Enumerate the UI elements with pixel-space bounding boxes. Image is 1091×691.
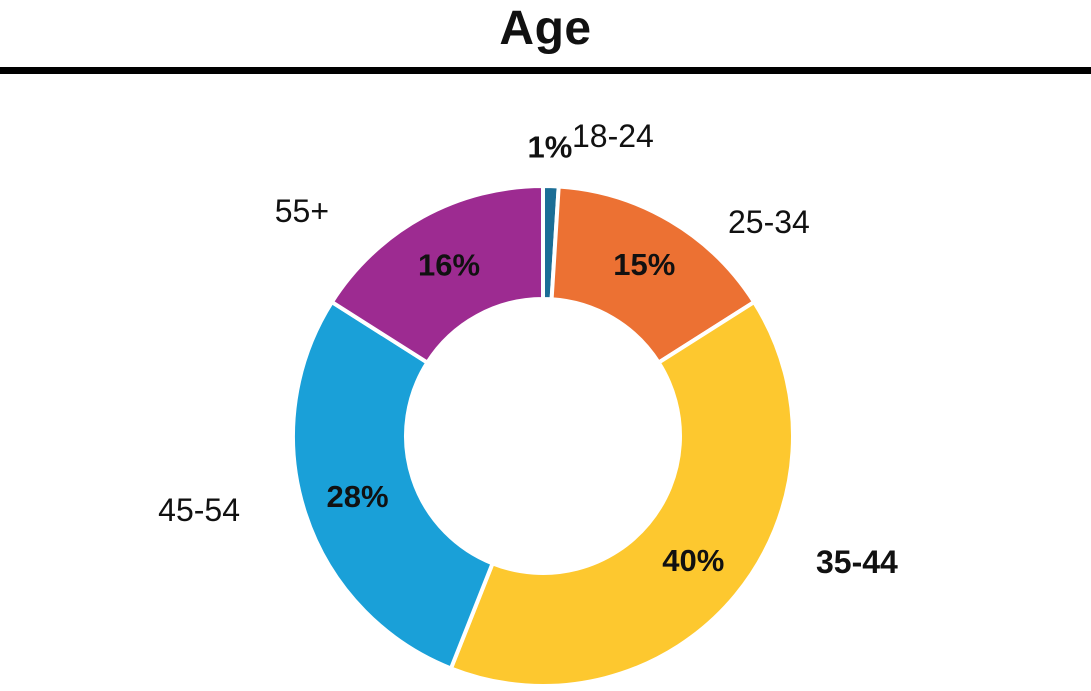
value-label-35-44: 40% <box>662 543 724 578</box>
chart-title: Age <box>499 2 592 55</box>
category-label-25-34: 25-34 <box>728 204 810 240</box>
slice-35-44 <box>448 300 795 688</box>
value-label-18-24: 1% <box>528 130 573 165</box>
category-label-18-24: 18-24 <box>572 118 654 154</box>
slice-45-54 <box>291 300 495 671</box>
category-labels-group: 18-24 25-34 35-44 45-54 55+ <box>158 118 898 580</box>
value-label-45-54: 28% <box>327 479 389 514</box>
category-label-45-54: 45-54 <box>158 492 240 528</box>
slice-55 <box>329 184 545 365</box>
value-label-55: 16% <box>418 248 480 283</box>
slices-group <box>291 184 795 688</box>
category-label-35-44: 35-44 <box>816 544 898 580</box>
value-label-25-34: 15% <box>613 247 675 282</box>
title-divider <box>0 67 1091 74</box>
value-labels-group: 1% 15% 40% 28% 16% <box>327 130 725 578</box>
category-label-55: 55+ <box>275 193 329 229</box>
